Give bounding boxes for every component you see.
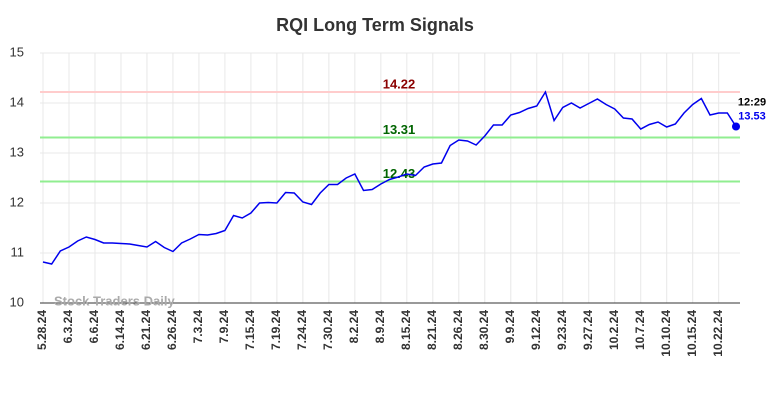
y-tick-label: 11 bbox=[11, 244, 25, 259]
x-tick-label: 10.15.24 bbox=[685, 310, 699, 357]
last-value: 13.53 bbox=[738, 110, 766, 122]
x-tick-label: 10.7.24 bbox=[633, 310, 647, 350]
x-tick-label: 10.22.24 bbox=[711, 310, 725, 357]
last-point bbox=[732, 122, 740, 131]
price-line bbox=[42, 90, 737, 265]
y-tick-label: 10 bbox=[10, 294, 24, 309]
x-tick-label: 5.28.24 bbox=[35, 310, 49, 350]
x-tick-label: 7.30.24 bbox=[321, 310, 335, 350]
reference-label: 12.43 bbox=[383, 166, 416, 181]
last-time: 12:29 bbox=[738, 96, 766, 108]
x-tick-label: 9.23.24 bbox=[555, 310, 569, 350]
y-tick-label: 15 bbox=[10, 44, 24, 59]
y-tick-label: 12 bbox=[10, 194, 24, 209]
chart-title: RQI Long Term Signals bbox=[276, 15, 474, 35]
x-tick-label: 7.19.24 bbox=[269, 310, 283, 350]
x-tick-label: 6.14.24 bbox=[113, 310, 127, 350]
x-tick-label: 6.21.24 bbox=[139, 310, 153, 350]
x-tick-label: 8.26.24 bbox=[451, 310, 465, 350]
watermark: Stock Traders Daily bbox=[54, 293, 175, 308]
x-tick-label: 10.10.24 bbox=[659, 310, 673, 357]
x-tick-label: 7.9.24 bbox=[217, 310, 231, 344]
x-tick-label: 6.6.24 bbox=[87, 310, 101, 344]
x-tick-label: 6.3.24 bbox=[61, 310, 75, 344]
y-tick-label: 14 bbox=[10, 94, 24, 109]
x-tick-label: 10.2.24 bbox=[607, 310, 621, 350]
x-tick-label: 8.15.24 bbox=[399, 310, 413, 350]
x-tick-label: 7.24.24 bbox=[295, 310, 309, 350]
x-tick-label: 6.26.24 bbox=[165, 310, 179, 350]
x-tick-label: 7.15.24 bbox=[243, 310, 257, 350]
reference-label: 13.31 bbox=[383, 122, 416, 137]
x-tick-label: 9.9.24 bbox=[503, 310, 517, 344]
x-tick-label: 7.3.24 bbox=[191, 310, 205, 344]
x-tick-label: 8.21.24 bbox=[425, 310, 439, 350]
y-tick-label: 13 bbox=[10, 144, 24, 159]
x-tick-label: 9.12.24 bbox=[529, 310, 543, 350]
reference-label: 14.22 bbox=[383, 76, 416, 91]
x-tick-label: 8.2.24 bbox=[347, 310, 361, 344]
x-tick-label: 8.9.24 bbox=[373, 310, 387, 344]
x-tick-label: 8.30.24 bbox=[477, 310, 491, 350]
x-tick-label: 9.27.24 bbox=[581, 310, 595, 350]
